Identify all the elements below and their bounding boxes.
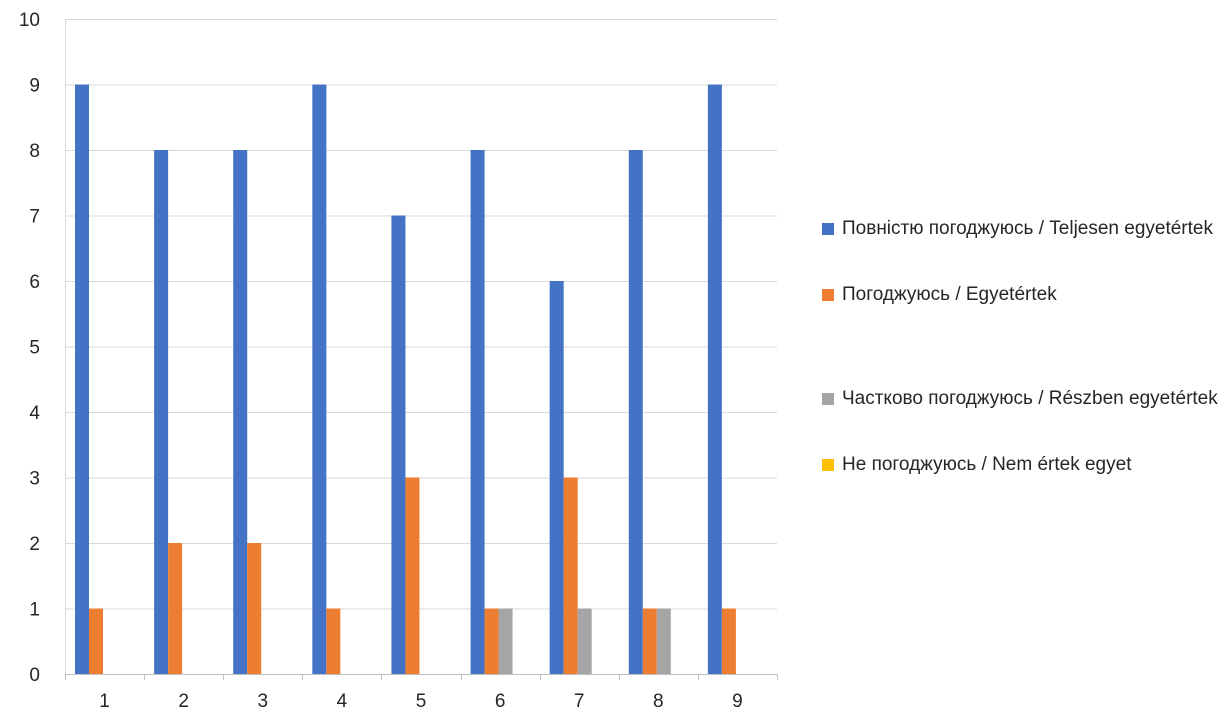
bar-series-1-cat-3: [233, 150, 248, 674]
bar-series-1-cat-6: [470, 150, 485, 674]
y-tick-label-8: 8: [29, 141, 40, 162]
legend: Повністю погоджуюсь / Teljesen egyetérte…: [820, 215, 1220, 481]
legend-item-series-3: Частково погоджуюсь / Részben egyetértek: [820, 385, 1220, 451]
bar-series-1-cat-5: [391, 215, 406, 674]
legend-label-series-4: Не погоджуюсь / Nem értek egyet: [842, 454, 1132, 475]
y-tick-label-9: 9: [29, 76, 40, 97]
legend-label-series-3: Частково погоджуюсь / Részben egyetértek: [842, 388, 1218, 409]
bar-series-1-cat-4: [312, 84, 327, 674]
bar-series-2-cat-1: [89, 608, 103, 674]
x-tick-label-9: 9: [732, 691, 743, 712]
y-tick-label-6: 6: [29, 272, 40, 293]
legend-item-series-1: Повністю погоджуюсь / Teljesen egyetérte…: [820, 215, 1220, 281]
y-tick-label-7: 7: [29, 207, 40, 228]
bar-series-2-cat-6: [484, 608, 499, 674]
plot-area: 0 1 2 3 4 5 6 7 8 9 10 1 2 3 4 5 6 7 8 9: [19, 10, 778, 712]
bar-series-2-cat-2: [168, 543, 183, 674]
bar-series-2-cat-3: [247, 543, 262, 674]
y-tick-label-10: 10: [19, 10, 40, 31]
legend-item-series-4: Не погоджуюсь / Nem értek egyet: [820, 451, 1220, 481]
bar-series-2-cat-8: [642, 608, 657, 674]
y-tick-label-5: 5: [29, 338, 40, 359]
legend-swatch-series-2: [822, 289, 834, 301]
x-tick-label-4: 4: [337, 691, 348, 712]
legend-label-series-2: Погоджуюсь / Egyetértek: [842, 284, 1057, 305]
x-tick-label-8: 8: [653, 691, 664, 712]
y-tick-label-4: 4: [29, 403, 40, 424]
y-tick-label-0: 0: [29, 665, 40, 686]
y-tick-label-2: 2: [29, 534, 40, 555]
legend-swatch-series-3: [822, 393, 834, 405]
bar-series-3-cat-8: [656, 608, 671, 674]
y-tick-label-1: 1: [29, 600, 40, 621]
x-tick-label-2: 2: [178, 691, 189, 712]
bar-series-1-cat-1: [75, 84, 89, 674]
legend-swatch-series-1: [822, 223, 834, 235]
x-tick-label-6: 6: [495, 691, 506, 712]
bar-series-1-cat-8: [628, 150, 643, 674]
bar-series-2-cat-4: [326, 608, 341, 674]
legend-swatch-series-4: [822, 459, 834, 471]
legend-label-series-1: Повністю погоджуюсь / Teljesen egyetérte…: [842, 218, 1213, 239]
bar-series-2-cat-9: [721, 608, 736, 674]
bar-series-1-cat-9: [707, 84, 722, 674]
y-tick-label-3: 3: [29, 469, 40, 490]
bar-series-3-cat-6: [498, 608, 513, 674]
bar-series-1-cat-2: [154, 150, 169, 674]
x-tick-label-5: 5: [416, 691, 427, 712]
bar-series-2-cat-7: [563, 477, 578, 674]
x-tick-label-3: 3: [257, 691, 268, 712]
legend-item-series-2: Погоджуюсь / Egyetértek: [820, 281, 1220, 347]
bar-series-3-cat-7: [577, 608, 592, 674]
bar-series-1-cat-7: [549, 281, 564, 674]
x-tick-label-7: 7: [574, 691, 585, 712]
x-tick-label-1: 1: [99, 691, 110, 712]
bar-series-2-cat-5: [405, 477, 420, 674]
